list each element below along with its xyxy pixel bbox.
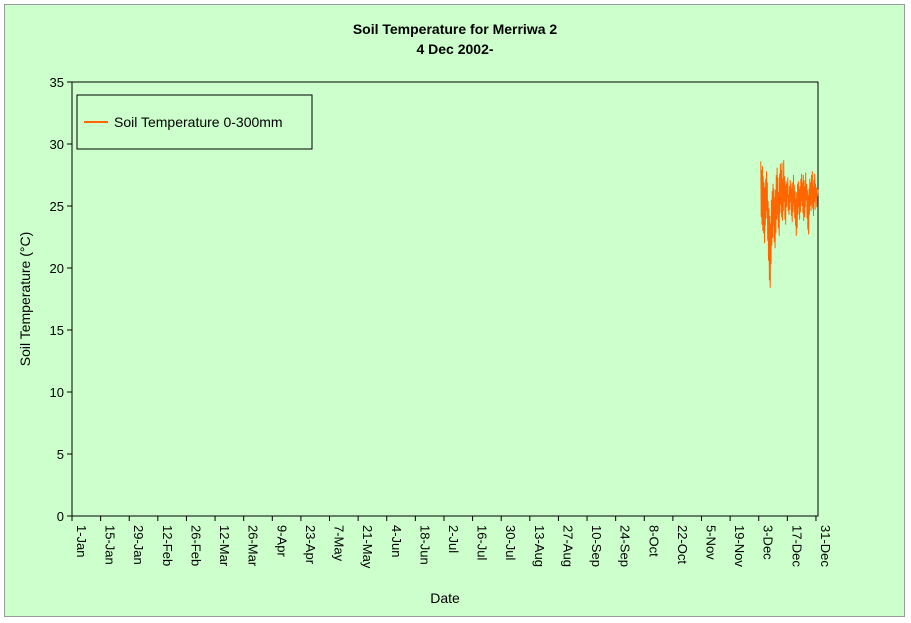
y-tick-label: 20 <box>50 261 64 276</box>
y-axis-ticks: 0 5 10 15 20 25 30 35 <box>50 75 72 524</box>
y-tick-label: 30 <box>50 137 64 152</box>
y-tick-label: 10 <box>50 385 64 400</box>
x-tick-label: 26-Feb <box>188 525 203 566</box>
series-group <box>760 160 819 288</box>
x-tick-label: 31-Dec <box>818 525 833 567</box>
x-tick-label: 29-Jan <box>131 525 146 565</box>
x-tick-label: 2-Jul <box>446 525 461 553</box>
chart-subtitle: 4 Dec 2002- <box>416 41 493 57</box>
x-tick-label: 17-Dec <box>789 525 804 567</box>
x-tick-label: 4-Jun <box>389 525 404 558</box>
y-tick-label: 0 <box>57 509 64 524</box>
x-axis-label: Date <box>430 590 460 606</box>
x-tick-label: 10-Sep <box>589 525 604 567</box>
x-tick-label: 19-Nov <box>732 525 747 567</box>
x-tick-label: 5-Nov <box>704 525 719 560</box>
y-tick-label: 5 <box>57 447 64 462</box>
y-axis-label: Soil Temperature (°C) <box>17 232 33 367</box>
y-tick-label: 25 <box>50 199 64 214</box>
x-tick-label: 15-Jan <box>103 525 118 565</box>
x-tick-label: 12-Feb <box>160 525 175 566</box>
x-tick-label: 23-Apr <box>303 525 318 565</box>
x-tick-label: 21-May <box>360 525 375 569</box>
legend-label: Soil Temperature 0-300mm <box>114 114 283 130</box>
series-line-soil-temperature <box>760 160 819 288</box>
x-tick-label: 3-Dec <box>761 525 776 560</box>
chart-title: Soil Temperature for Merriwa 2 <box>353 21 558 37</box>
x-tick-label: 12-Mar <box>217 525 232 567</box>
x-tick-label: 1-Jan <box>74 525 89 558</box>
plot-area <box>71 81 819 517</box>
x-tick-label: 24-Sep <box>618 525 633 567</box>
y-tick-label: 35 <box>50 75 64 90</box>
x-axis-ticks: 1-Jan 15-Jan 29-Jan 12-Feb 26-Feb 12-Mar 26-Ma… <box>71 516 833 569</box>
x-tick-label: 26-Mar <box>246 525 261 567</box>
x-tick-label: 18-Jun <box>417 525 432 565</box>
x-tick-label: 7-May <box>332 525 347 562</box>
x-tick-label: 27-Aug <box>560 525 575 567</box>
x-tick-label: 13-Aug <box>532 525 547 567</box>
x-tick-label: 16-Jul <box>475 525 490 561</box>
x-tick-label: 22-Oct <box>675 525 690 564</box>
x-tick-label: 9-Apr <box>274 525 289 557</box>
chart-frame <box>4 4 905 617</box>
x-tick-label: 30-Jul <box>503 525 518 561</box>
legend: Soil Temperature 0-300mm <box>76 94 313 150</box>
legend-box <box>76 94 313 150</box>
x-tick-label: 8-Oct <box>646 525 661 557</box>
y-tick-label: 15 <box>50 323 64 338</box>
